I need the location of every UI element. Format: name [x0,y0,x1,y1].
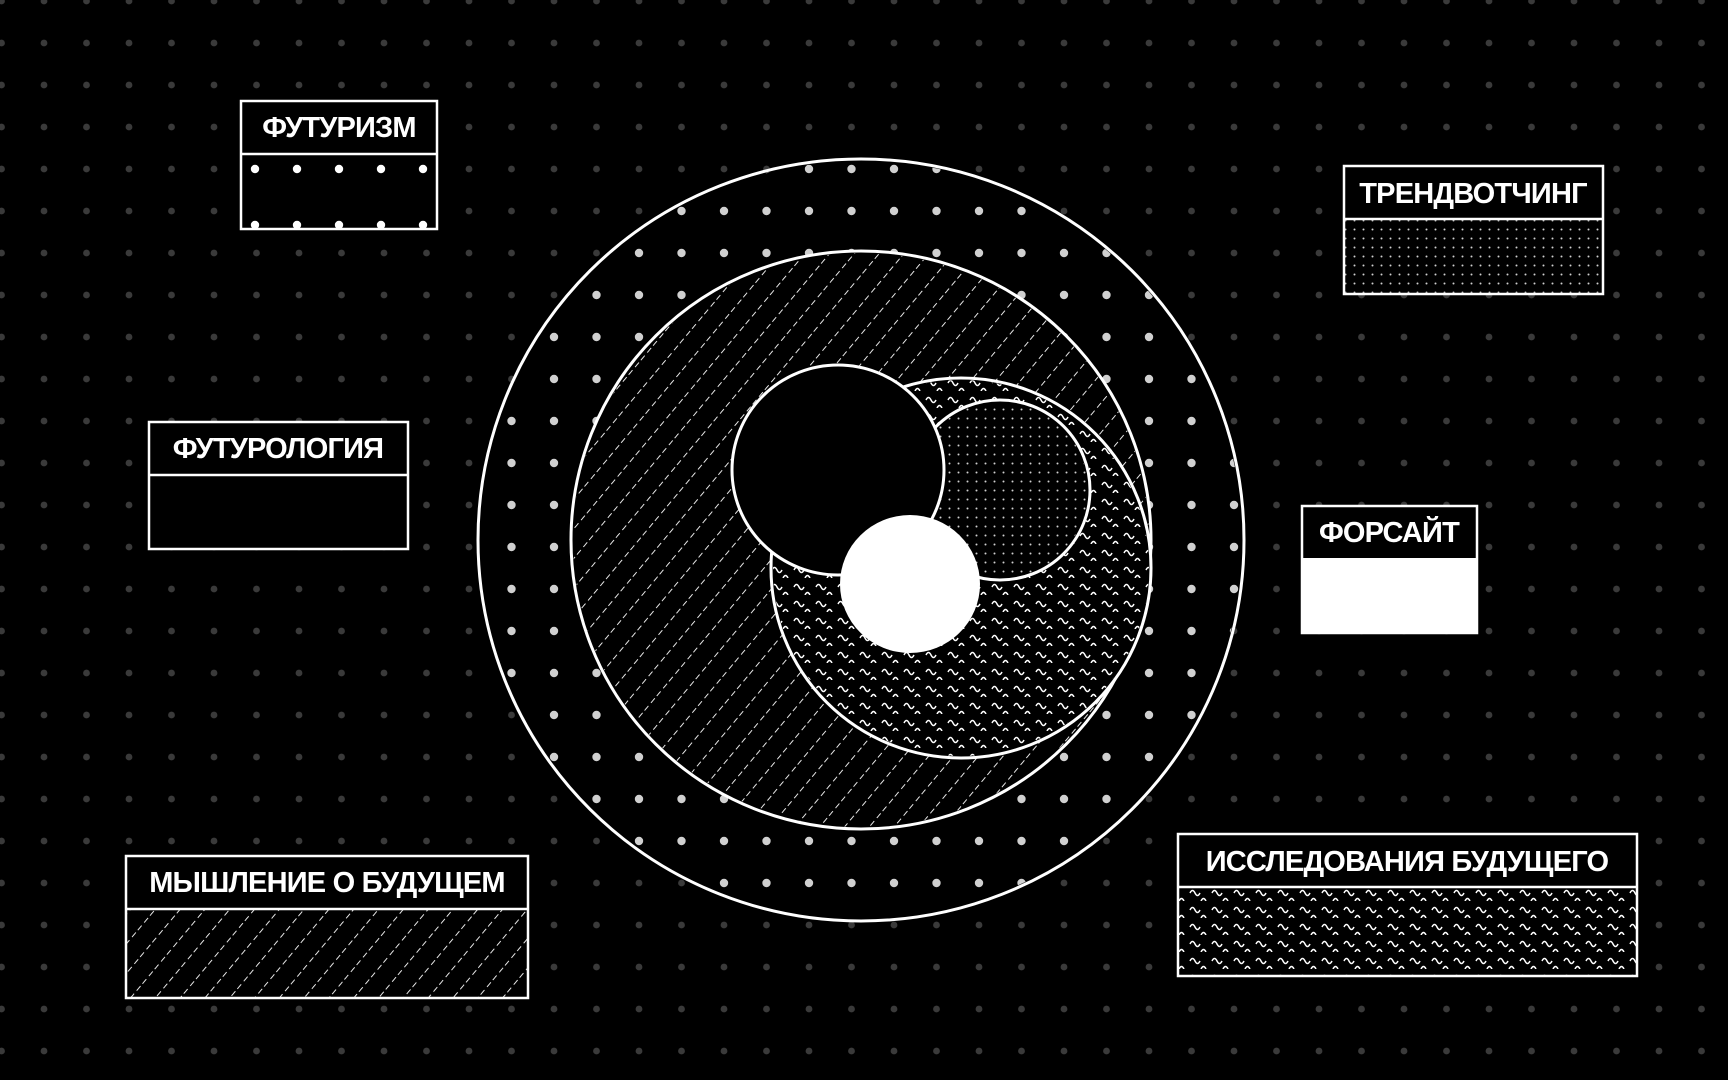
futurology-label: ФУТУРОЛОГИЯ [173,433,383,465]
foresight-label: ФОРСАЙТ [1319,515,1460,549]
legend-futurology: ФУТУРОЛОГИЯ [147,420,410,551]
legend-foresight: ФОРСАЙТ [1300,504,1479,635]
futures-thinking-swatch [127,910,527,997]
futures-thinking-label: МЫШЛЕНИЕ О БУДУЩЕМ [149,867,505,899]
futurism-swatch [242,155,436,228]
trendwatching-swatch [1345,220,1602,293]
futurism-label: ФУТУРИЗМ [262,112,416,144]
legend-futures-studies: ИССЛЕДОВАНИЯ БУДУЩЕГО [1176,832,1639,978]
futures-studies-label: ИССЛЕДОВАНИЯ БУДУЩЕГО [1206,846,1609,878]
legend-futures-thinking: МЫШЛЕНИЕ О БУДУЩЕМ [124,854,530,1000]
futures-fields-diagram [476,157,1246,923]
trendwatching-label: ТРЕНДВОТЧИНГ [1359,178,1587,210]
futures-studies-swatch [1179,888,1636,975]
foresight-circle [840,515,980,653]
legend-futurism: ФУТУРИЗМ [239,99,439,231]
legend-trendwatching: ТРЕНДВОТЧИНГ [1342,164,1605,296]
foresight-swatch [1302,558,1477,633]
